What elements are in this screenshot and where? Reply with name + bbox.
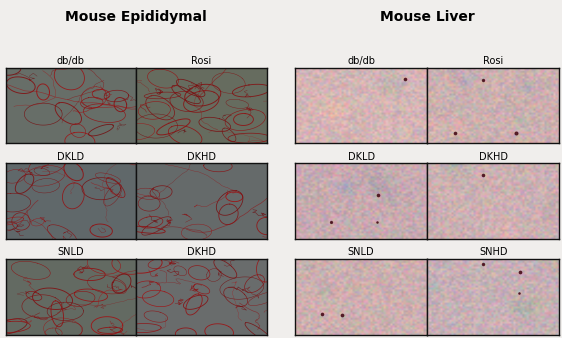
- Text: SNLD: SNLD: [348, 247, 374, 258]
- Text: SNLD: SNLD: [58, 247, 84, 258]
- Text: DKHD: DKHD: [479, 152, 507, 162]
- Text: Mouse Epididymal: Mouse Epididymal: [65, 10, 207, 24]
- Text: DKLD: DKLD: [57, 152, 84, 162]
- Text: db/db: db/db: [347, 56, 375, 66]
- Text: Rosi: Rosi: [483, 56, 504, 66]
- Text: SNHD: SNHD: [479, 247, 507, 258]
- Text: Rosi: Rosi: [192, 56, 212, 66]
- Text: Mouse Liver: Mouse Liver: [380, 10, 474, 24]
- Text: DKHD: DKHD: [187, 247, 216, 258]
- Text: DKHD: DKHD: [187, 152, 216, 162]
- Text: db/db: db/db: [57, 56, 85, 66]
- Text: DKLD: DKLD: [347, 152, 375, 162]
